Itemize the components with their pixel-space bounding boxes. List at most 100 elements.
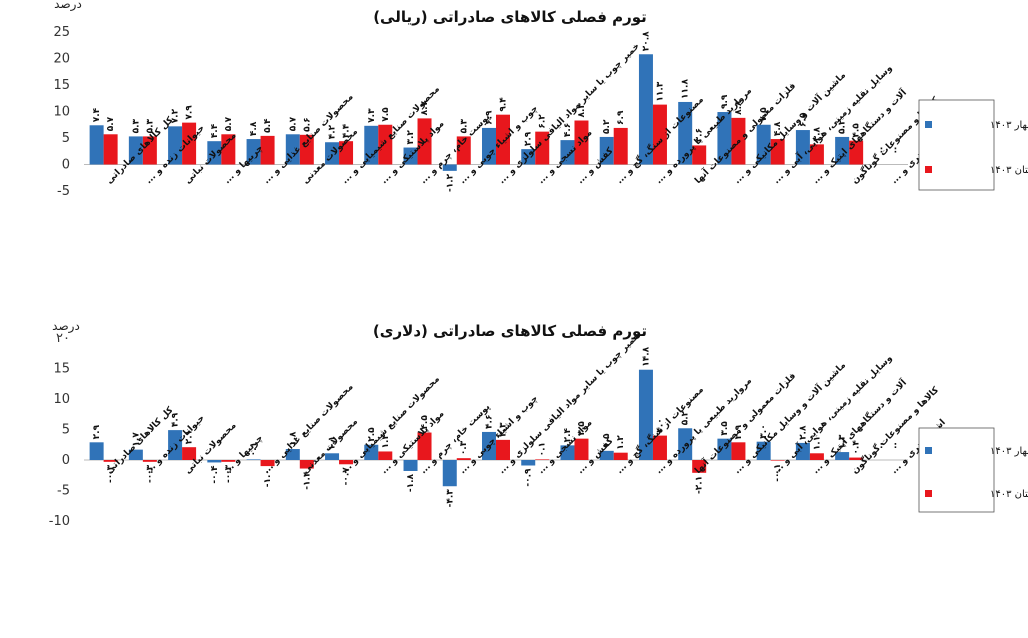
bar-spring bbox=[246, 459, 261, 460]
bar-summer bbox=[652, 435, 667, 460]
data-label: ۱۴.۸ bbox=[641, 346, 651, 366]
data-label: ۲.۹ bbox=[734, 424, 744, 439]
bar-summer bbox=[299, 134, 314, 165]
data-label: ۲.۹ bbox=[92, 424, 102, 439]
data-label: ۶.۹ bbox=[616, 110, 626, 125]
bar-spring bbox=[128, 449, 143, 460]
bar-spring bbox=[482, 431, 496, 460]
data-label: ۳.۵ bbox=[720, 421, 730, 436]
data-label: ۷.۵ bbox=[381, 107, 391, 122]
bar-spring bbox=[560, 140, 575, 165]
data-label: ۳.۶ bbox=[695, 128, 705, 142]
chart-rial-legend: بهار ۱۴۰۳ تابستان ۱۴۰۳ bbox=[918, 99, 1028, 191]
bar-spring bbox=[168, 430, 183, 460]
data-label: ۹.۹ bbox=[720, 94, 730, 109]
legend-label-spring: بهار ۱۴۰۳ bbox=[990, 120, 1028, 131]
bar-summer bbox=[692, 460, 707, 473]
data-label: ۵.۷ bbox=[224, 116, 234, 131]
data-label: ۵.۳ bbox=[459, 118, 469, 133]
data-label: ۵.۲ bbox=[681, 410, 691, 425]
bar-summer bbox=[299, 460, 314, 469]
bar-summer bbox=[260, 135, 275, 165]
bar-spring bbox=[89, 442, 104, 460]
bar-summer bbox=[378, 451, 393, 460]
bar-spring bbox=[325, 453, 340, 460]
bar-spring bbox=[717, 112, 732, 165]
data-label: ۵.۷ bbox=[288, 116, 298, 131]
data-label: ۶.۵ bbox=[798, 112, 808, 127]
y-tick-label: 15 bbox=[53, 362, 70, 377]
data-label: ۴.۸ bbox=[773, 121, 783, 136]
chart-rial-bars bbox=[89, 54, 864, 171]
bar-summer bbox=[535, 131, 550, 165]
bar-spring bbox=[246, 139, 261, 165]
data-label: ۱۱.۸ bbox=[681, 79, 691, 99]
data-label: ۱.۷ bbox=[131, 432, 141, 447]
legend-swatch-spring bbox=[925, 447, 932, 454]
bar-summer bbox=[692, 145, 707, 165]
data-label: ۵.۳ bbox=[145, 118, 155, 133]
data-label: ۰.۳ bbox=[459, 440, 469, 455]
bar-spring bbox=[638, 54, 653, 165]
chart-dollar-legend: بهار ۱۴۰۳ تابستان ۱۴۰۳ bbox=[918, 427, 1028, 513]
data-label: ۴.۲ bbox=[328, 124, 338, 139]
data-label: ۶.۲ bbox=[538, 114, 548, 129]
y-tick-label: 20 bbox=[53, 52, 70, 67]
bar-spring bbox=[482, 127, 496, 165]
bar-summer bbox=[260, 460, 275, 467]
bar-spring bbox=[717, 438, 732, 460]
bar-spring bbox=[128, 136, 143, 165]
y-tick-label: ۲۰ bbox=[56, 331, 70, 346]
data-label: -۱.۴ bbox=[302, 471, 312, 490]
bar-summer bbox=[535, 459, 550, 460]
data-label: ۴.۵ bbox=[852, 123, 862, 138]
bar-spring bbox=[89, 125, 104, 165]
bar-summer bbox=[496, 439, 510, 460]
data-label: : bbox=[880, 146, 884, 156]
data-label: -۰.۷ bbox=[342, 467, 352, 486]
bar-spring bbox=[207, 141, 222, 165]
data-label: ۳.۰ bbox=[759, 424, 769, 438]
bar-summer bbox=[221, 134, 236, 165]
data-label: ۶.۹ bbox=[485, 110, 495, 125]
data-label: -۱.۲ bbox=[445, 173, 455, 192]
bar-spring bbox=[835, 136, 850, 165]
data-label: ۴.۸ bbox=[249, 121, 259, 136]
data-label: ۲.۸ bbox=[798, 425, 808, 440]
bar-summer bbox=[221, 460, 236, 462]
data-label: ۱.۸ bbox=[288, 431, 298, 446]
data-label: ۴.۶ bbox=[563, 123, 573, 137]
bar-summer bbox=[731, 117, 746, 165]
bar-spring bbox=[325, 142, 340, 165]
data-label: ۱.۴ bbox=[381, 434, 391, 449]
data-label: ۰.۱ bbox=[538, 442, 548, 456]
bar-summer bbox=[652, 104, 667, 165]
chart-dollar-title: تورم فصلی کالاهای صادراتی (دلاری) bbox=[373, 322, 647, 340]
data-label: ۵.۴ bbox=[263, 118, 273, 133]
bar-summer bbox=[142, 136, 157, 165]
bar-summer bbox=[496, 114, 510, 165]
data-label: ۵.۲ bbox=[838, 119, 848, 134]
data-label: -۰.۹ bbox=[524, 468, 534, 487]
data-label: ۲.۴ bbox=[563, 427, 573, 442]
y-tick-label: 10 bbox=[53, 392, 70, 407]
y-tick-label: 0 bbox=[62, 453, 70, 468]
bar-spring bbox=[403, 147, 418, 165]
bar-summer bbox=[103, 460, 118, 462]
chart-dollar-ylabel: درصد bbox=[52, 319, 80, 334]
data-label: ۴.۵ bbox=[420, 415, 430, 430]
bar-summer bbox=[417, 118, 432, 165]
data-label: ۸.۸ bbox=[734, 100, 744, 115]
chart-rial-data-labels: ۷.۴ ۵.۷ ۵.۳ ۵.۳ ۷.۲ ۷.۹ ۴.۴ ۵.۷ ۴.۸ ۵.۴ ۵.۷ ۵.۶ ۴.۲ ۴… bbox=[92, 31, 897, 192]
bar-summer bbox=[339, 460, 354, 465]
data-label: ۰.۱ bbox=[249, 442, 259, 456]
bar-summer bbox=[809, 453, 824, 460]
data-label: ۱.۱ bbox=[328, 436, 338, 450]
data-label: ۷.۵ bbox=[759, 107, 769, 122]
data-label: ۳.۸ bbox=[812, 126, 822, 141]
data-label: ۱۱.۳ bbox=[655, 81, 665, 101]
data-label: ۸.۷ bbox=[420, 100, 430, 115]
data-label: ۱.۱ bbox=[812, 436, 822, 450]
data-label: ۱.۲ bbox=[616, 435, 626, 450]
data-label: ۴.۴ bbox=[210, 123, 220, 138]
